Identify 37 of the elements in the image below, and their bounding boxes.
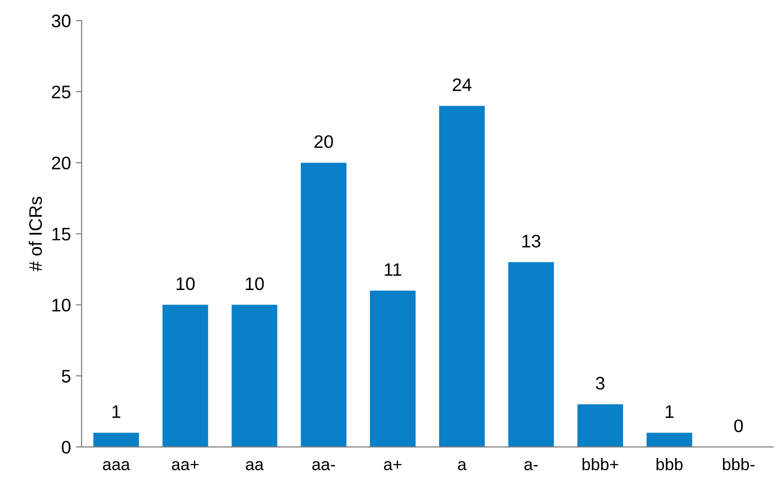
data-label: 24 (452, 78, 472, 91)
y-tick-label: 20 (52, 156, 70, 170)
bar (508, 262, 554, 447)
y-tick-label: 15 (52, 228, 70, 240)
y-tick-label: 25 (52, 86, 70, 98)
y-tick-label: 5 (62, 370, 70, 383)
data-label: 10 (246, 277, 264, 290)
bar (300, 162, 346, 447)
y-tick-label: 30 (52, 14, 70, 28)
x-tick-label: bbb- (722, 458, 754, 470)
bar (370, 290, 416, 447)
bar (646, 432, 692, 447)
x-tick-label: a+ (384, 460, 402, 470)
y-tick-label: 10 (52, 298, 70, 312)
data-label: 11 (384, 263, 402, 276)
data-label: 3 (596, 376, 604, 390)
bar (162, 304, 208, 447)
x-tick-label: aa (246, 461, 264, 470)
y-tick-label: 0 (62, 440, 70, 454)
data-label: 13 (522, 234, 540, 248)
y-axis-title: # of ICRs (28, 196, 42, 272)
x-tick-label: bbb+ (582, 458, 618, 470)
bar (93, 432, 139, 447)
bar (577, 404, 624, 447)
x-tick-label: aa+ (172, 460, 199, 470)
x-tick-label: aa- (312, 461, 335, 470)
data-label: 20 (314, 135, 333, 148)
data-label: 1 (666, 405, 674, 418)
bar (232, 304, 278, 447)
x-tick-label: a (458, 461, 467, 470)
data-label: 10 (176, 277, 195, 290)
bar (439, 106, 485, 447)
x-tick-label: aaa (102, 461, 130, 470)
x-tick-label: a- (524, 461, 538, 470)
x-tick-label: bbb (656, 458, 683, 470)
data-label: 0 (734, 419, 743, 432)
data-label: 1 (112, 405, 120, 418)
